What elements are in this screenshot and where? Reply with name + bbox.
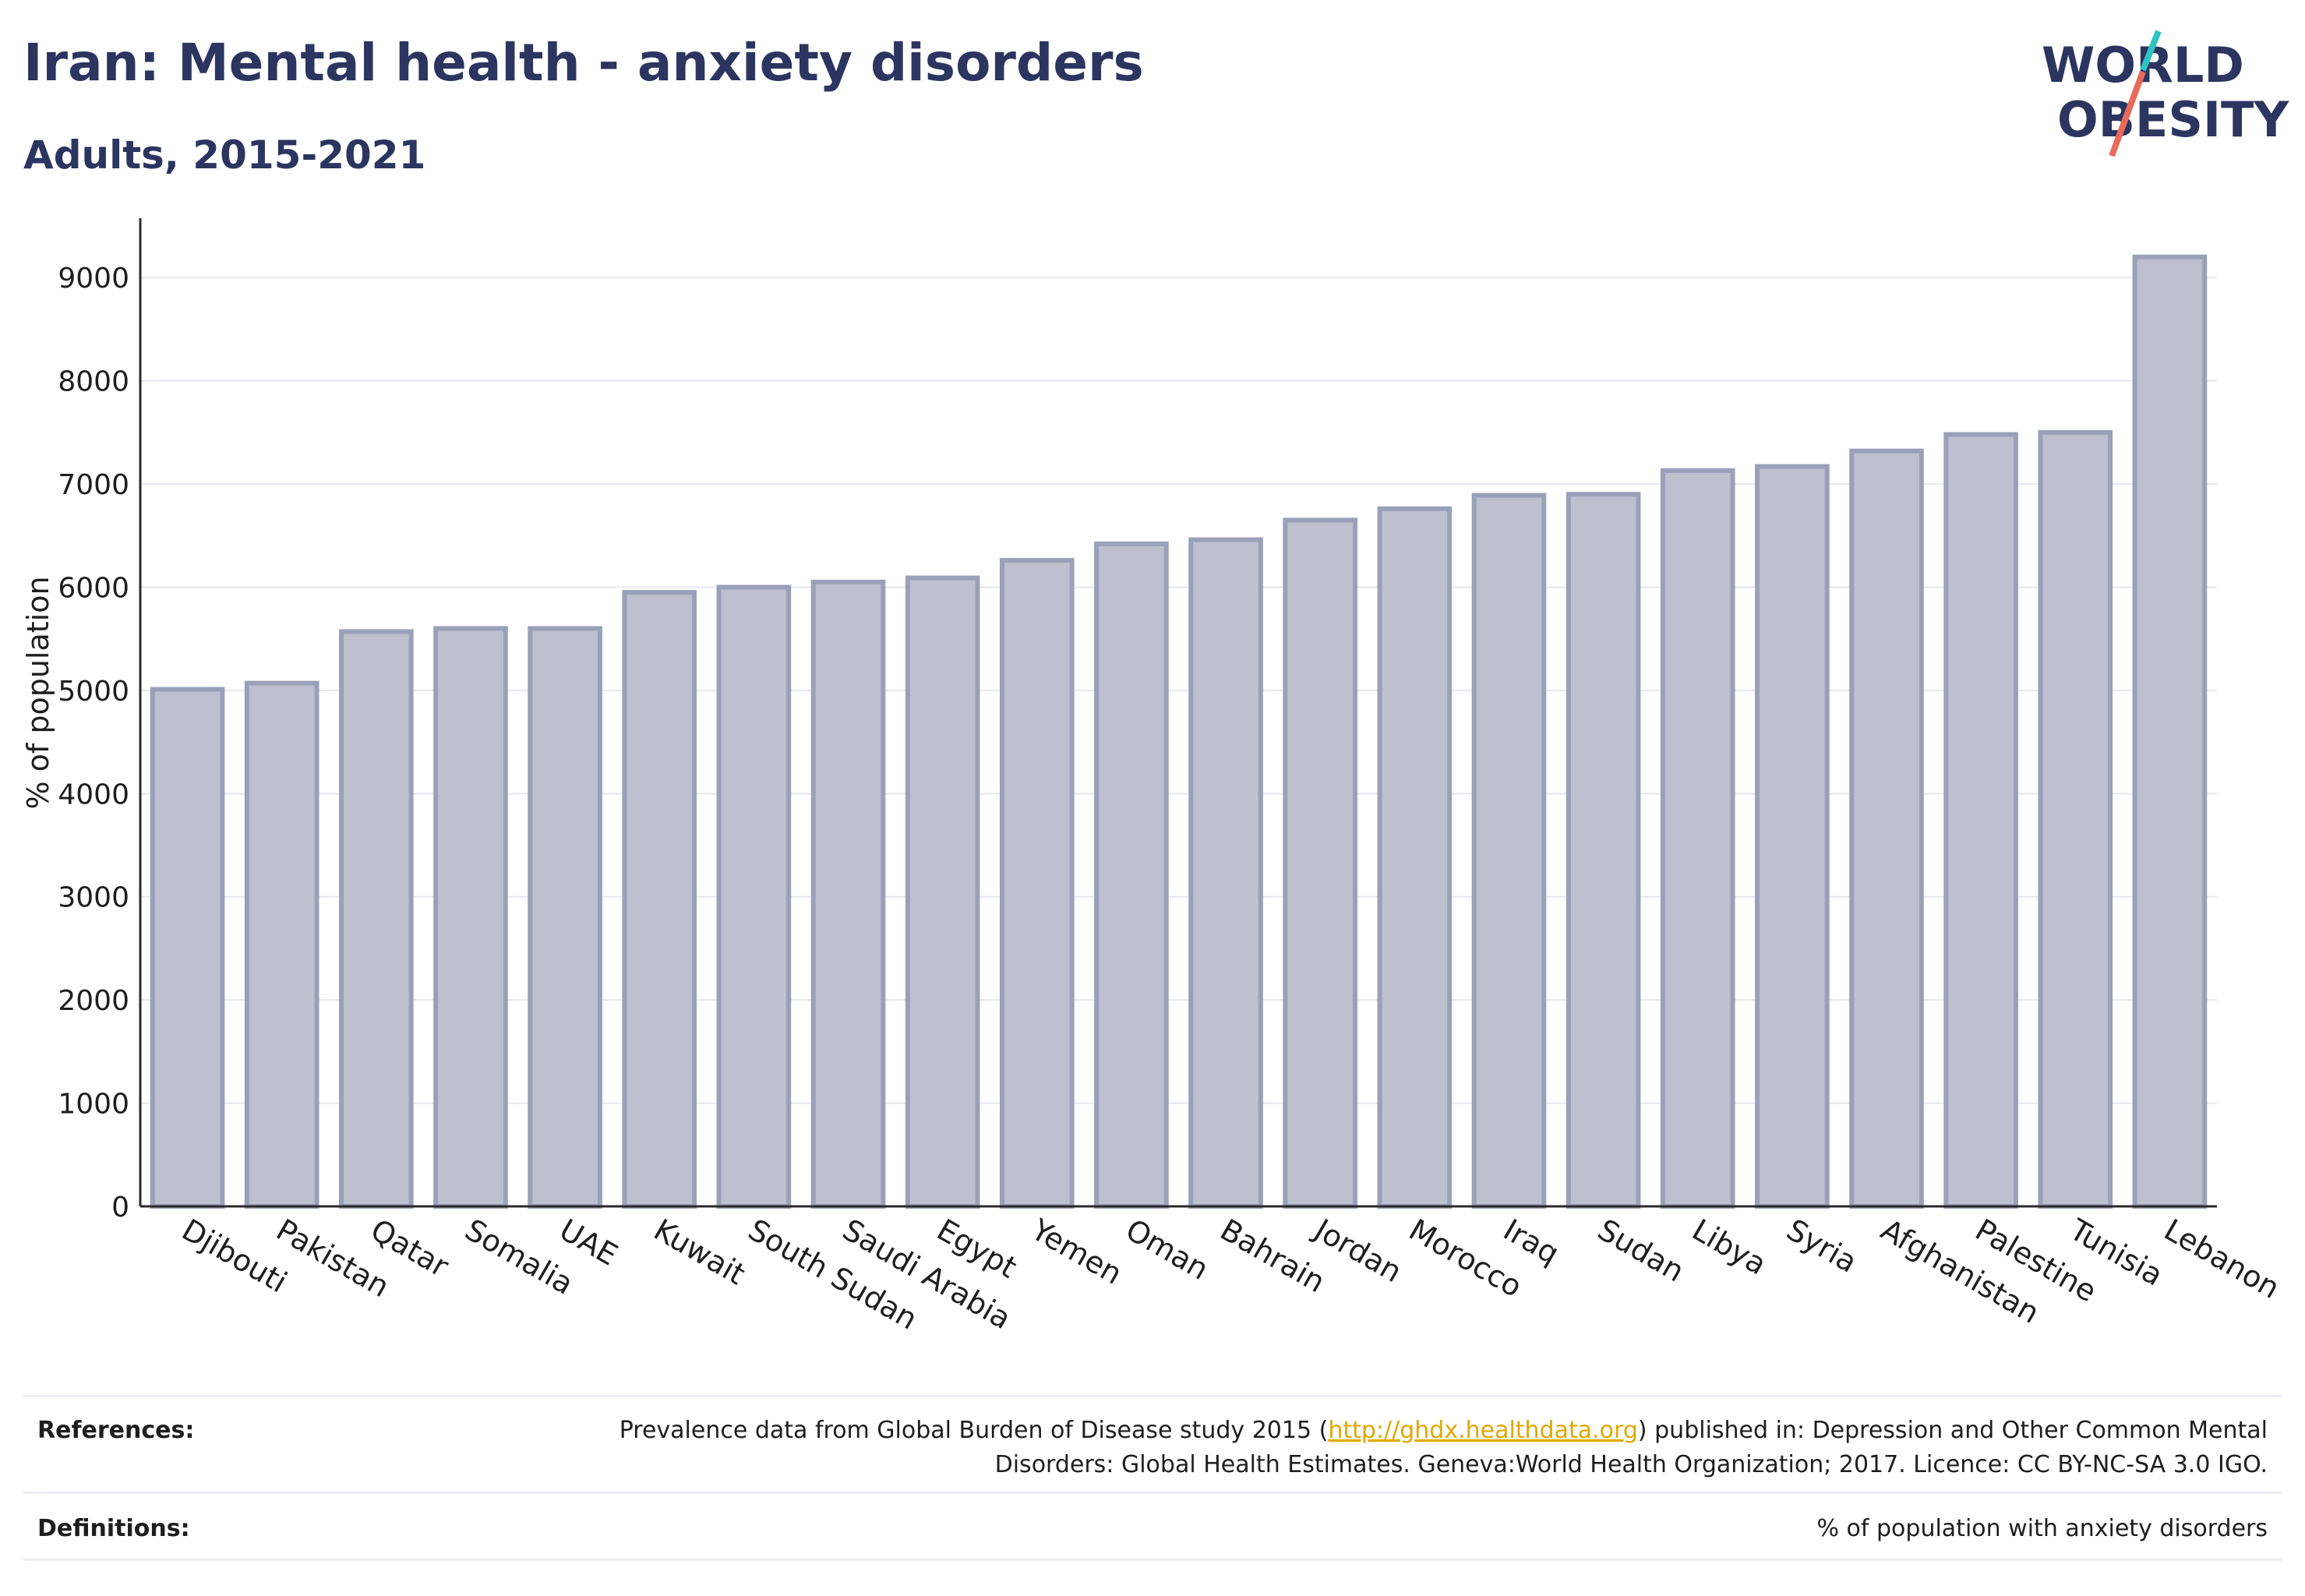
x-tick-label: Somalia bbox=[459, 1213, 579, 1301]
logo-slash-teal bbox=[2140, 30, 2162, 72]
x-tick-label: Afghanistan bbox=[1876, 1213, 2046, 1330]
references-text-before: Prevalence data from Global Burden of Di… bbox=[619, 1417, 1329, 1444]
world-obesity-logo: WORLD OBESITY bbox=[2042, 30, 2289, 157]
y-tick-label: 6000 bbox=[58, 572, 129, 604]
bar-kuwait bbox=[622, 590, 697, 1209]
bar-oman bbox=[1094, 541, 1169, 1209]
bar-yemen bbox=[999, 558, 1075, 1209]
bar-djibouti bbox=[150, 687, 225, 1209]
bar-south-sudan bbox=[716, 584, 792, 1209]
y-tick-label: 0 bbox=[111, 1192, 129, 1223]
bar-uae bbox=[528, 626, 602, 1209]
y-tick-label: 3000 bbox=[58, 882, 129, 914]
bar-saudi-arabia bbox=[810, 579, 886, 1209]
bar-tunisia bbox=[2038, 429, 2113, 1209]
x-tick-label: Yemen bbox=[1025, 1212, 1128, 1291]
footer-divider-mid bbox=[23, 1492, 2282, 1494]
x-tick-label: Oman bbox=[1120, 1213, 1214, 1287]
references-text-after: ) published in: Depression and Other Com… bbox=[994, 1417, 2268, 1478]
x-tick-label: Djibouti bbox=[176, 1213, 293, 1300]
x-tick-label: Lebanon bbox=[2159, 1213, 2286, 1305]
bar-somalia bbox=[433, 626, 508, 1209]
bar-afghanistan bbox=[1849, 448, 1924, 1209]
bar-lebanon bbox=[2132, 254, 2208, 1209]
references-text: Prevalence data from Global Burden of Di… bbox=[553, 1414, 2268, 1482]
x-tick-label: Bahrain bbox=[1215, 1213, 1331, 1300]
y-axis-label: % of population bbox=[21, 576, 55, 809]
references-label: References: bbox=[37, 1417, 195, 1444]
bars bbox=[150, 254, 2208, 1209]
y-tick-label: 7000 bbox=[58, 469, 129, 501]
y-tick-label: 1000 bbox=[58, 1089, 129, 1121]
y-tick-label: 2000 bbox=[58, 985, 129, 1017]
bar-qatar bbox=[339, 629, 414, 1209]
y-tick-label: 9000 bbox=[58, 263, 129, 295]
axes bbox=[139, 218, 2217, 1208]
bar-sudan bbox=[1565, 492, 1641, 1209]
bar-syria bbox=[1755, 464, 1830, 1209]
y-tick-label: 8000 bbox=[58, 366, 129, 398]
footer-divider-bottom bbox=[23, 1559, 2282, 1561]
bar-chart: 0 1000 2000 3000 4000 5000 6000 7000 8000 9000 Dj… bbox=[21, 218, 2286, 1336]
bar-iraq bbox=[1471, 493, 1547, 1209]
y-tick-label: 4000 bbox=[58, 779, 129, 810]
x-tick-label: Syria bbox=[1781, 1213, 1862, 1280]
bar-jordan bbox=[1283, 517, 1358, 1209]
definitions-label: Definitions: bbox=[37, 1515, 190, 1542]
x-tick-label: Kuwait bbox=[648, 1213, 751, 1292]
logo-line2: OBESITY bbox=[2057, 91, 2289, 148]
bar-morocco bbox=[1377, 506, 1453, 1209]
logo-slash-coral bbox=[2109, 70, 2146, 157]
references-link[interactable]: http://ghdx.healthdata.org bbox=[1328, 1417, 1638, 1444]
x-tick-label: Libya bbox=[1686, 1213, 1772, 1282]
y-tick-labels: 0 1000 2000 3000 4000 5000 6000 7000 8000 9000 bbox=[58, 263, 129, 1223]
bar-libya bbox=[1660, 468, 1735, 1209]
x-tick-label: Sudan bbox=[1592, 1213, 1690, 1289]
chart-title: Iran: Mental health - anxiety disorders bbox=[23, 33, 1144, 93]
definitions-text: % of population with anxiety disorders bbox=[1816, 1515, 2268, 1542]
bar-bahrain bbox=[1188, 537, 1263, 1209]
bar-palestine bbox=[1943, 432, 2018, 1209]
bar-egypt bbox=[905, 575, 980, 1209]
y-tick-label: 5000 bbox=[58, 676, 129, 708]
bar-pakistan bbox=[244, 680, 319, 1209]
footer-divider-top bbox=[23, 1395, 2282, 1397]
chart-subtitle: Adults, 2015-2021 bbox=[23, 132, 426, 178]
